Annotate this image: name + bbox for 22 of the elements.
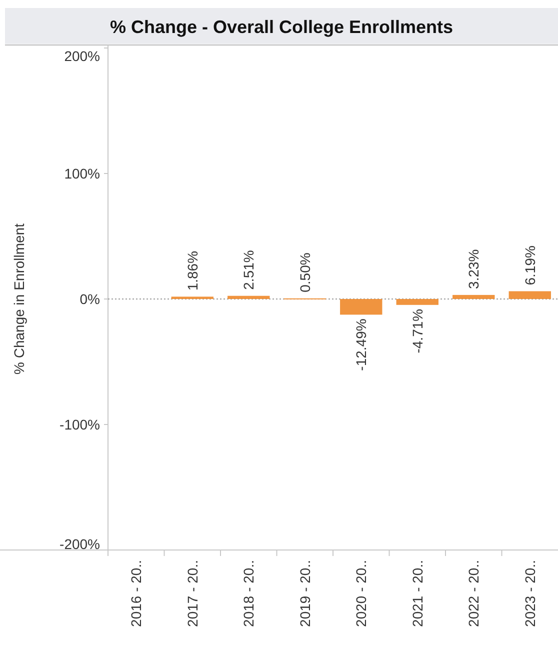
y-axis-title: % Change in Enrollment — [11, 223, 27, 374]
chart-title: % Change - Overall College Enrollments — [110, 17, 454, 37]
x-tick-label: 2020 - 20.. — [353, 560, 370, 627]
data-label: 1.86% — [184, 250, 200, 291]
y-tick-label: -200% — [60, 536, 100, 552]
data-label: 2.51% — [240, 250, 257, 290]
x-tick-label: 2022 - 20.. — [466, 560, 482, 627]
data-label: -4.71% — [409, 308, 426, 354]
data-label: -12.49% — [353, 318, 370, 371]
data-label: 0.50% — [296, 252, 313, 292]
y-tick-label: 0% — [80, 291, 100, 307]
x-tick-label: 2016 - 20.. — [128, 560, 144, 627]
y-tick-label: 100% — [64, 166, 100, 182]
y-tick-label: 200% — [64, 48, 100, 64]
x-tick-label: 2021 - 20.. — [409, 560, 426, 627]
data-label: 6.19% — [522, 246, 538, 286]
x-tick-label: 2023 - 20.. — [522, 560, 538, 627]
x-tick-label: 2019 - 20.. — [296, 560, 313, 627]
x-tick-label: 2017 - 20.. — [184, 560, 200, 627]
x-tick-label: 2018 - 20.. — [240, 560, 257, 627]
data-label: 3.23% — [466, 249, 482, 289]
y-tick-label: -100% — [60, 416, 100, 432]
